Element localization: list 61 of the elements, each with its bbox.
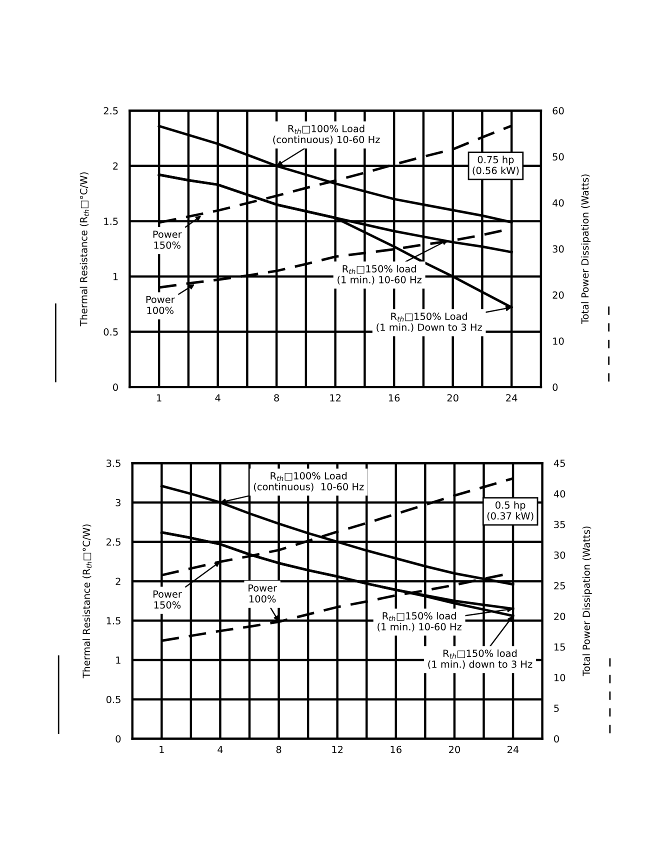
y-tick-label: 0.5 — [104, 328, 118, 336]
y-axis-title: Thermal Resistance (R$_{th}$□°C/W) — [80, 172, 89, 326]
annotation: R$_{th}$□150% load (1 min.) 10-60 Hz — [338, 264, 422, 285]
x-tick-label: 12 — [332, 746, 343, 754]
annotation: Power 150% — [153, 230, 182, 249]
x-tick-label: 16 — [388, 394, 400, 402]
annotation: R$_{th}$□150% load (1 min.) down to 3 Hz — [428, 649, 532, 670]
annotation: R$_{th}$□150% load (1 min.) 10-60 Hz — [378, 612, 462, 632]
y-tick-label: 2.5 — [106, 538, 120, 546]
x-tick-label: 20 — [448, 746, 460, 754]
annotation: Power 150% — [153, 590, 182, 609]
y2-tick-label: 0 — [552, 384, 558, 391]
y2-tick-label: 0 — [554, 735, 559, 743]
x-tick-label: 20 — [447, 394, 458, 402]
y-tick-label: 2.5 — [104, 107, 118, 114]
y-tick-label: 1.5 — [104, 218, 118, 226]
y-tick-label: 0 — [116, 735, 121, 743]
annotation: R$_{th}$□150% Load (1 min.) Down to 3 Hz — [376, 312, 482, 332]
y-tick-label: 2 — [116, 578, 120, 585]
y2-tick-label: 50 — [552, 153, 564, 161]
y2-axis-title: Total Power Dissipation (Watts) — [582, 526, 592, 676]
y-tick-label: 3 — [116, 498, 120, 506]
x-tick-label: 4 — [218, 746, 223, 754]
x-tick-label: 8 — [276, 746, 282, 754]
y2-tick-label: 10 — [554, 674, 566, 682]
y-tick-label: 3.5 — [106, 460, 120, 467]
y-axis-title: Thermal Resistance (R$_{th}$□°C/W) — [82, 524, 92, 678]
x-tick-label: 1 — [160, 746, 164, 754]
annotation: R$_{th}$□100% Load (continuous) 10-60 Hz — [254, 472, 364, 492]
y2-tick-label: 45 — [554, 460, 565, 467]
y-tick-label: 1 — [116, 656, 120, 664]
y2-tick-label: 10 — [553, 337, 564, 345]
y-tick-label: 0 — [113, 384, 118, 391]
x-tick-label: 16 — [390, 746, 402, 754]
y2-tick-label: 30 — [552, 245, 564, 253]
annotation: R$_{th}$□100% Load (continuous) 10-60 Hz — [273, 124, 380, 144]
y-tick-label: 1 — [113, 273, 118, 280]
y2-axis-title: Total Power Dissipation (Watts) — [581, 174, 591, 324]
x-tick-label: 1 — [157, 394, 162, 402]
y2-tick-label: 20 — [554, 612, 566, 620]
y2-tick-label: 60 — [552, 107, 564, 114]
y2-tick-label: 5 — [554, 704, 559, 712]
y2-tick-label: 40 — [552, 199, 564, 207]
annotation: 0.5 hp (0.37 kW) — [487, 501, 534, 521]
y2-tick-label: 35 — [554, 520, 565, 528]
y-tick-label: 0.5 — [106, 696, 120, 704]
y2-tick-label: 20 — [552, 291, 564, 299]
y-tick-label: 2 — [113, 162, 118, 170]
y2-tick-label: 40 — [554, 490, 566, 498]
annotation: 0.75 hp (0.56 kW) — [472, 156, 519, 176]
x-tick-label: 12 — [330, 394, 341, 402]
x-tick-label: 24 — [506, 394, 518, 402]
annotation: Power 100% — [146, 296, 175, 314]
y2-tick-label: 25 — [554, 582, 565, 590]
y-tick-label: 1.5 — [106, 617, 120, 624]
x-tick-label: 8 — [274, 394, 280, 402]
x-tick-label: 4 — [215, 394, 220, 402]
annotation: Power 100% — [248, 584, 278, 603]
y2-tick-label: 30 — [554, 551, 566, 559]
y2-tick-label: 15 — [554, 643, 565, 651]
x-tick-label: 24 — [508, 746, 519, 754]
